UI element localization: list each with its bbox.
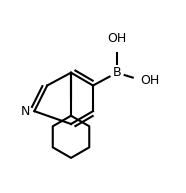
Text: OH: OH (141, 74, 160, 86)
Text: OH: OH (107, 32, 126, 45)
Text: B: B (113, 66, 121, 79)
Text: N: N (20, 105, 30, 118)
